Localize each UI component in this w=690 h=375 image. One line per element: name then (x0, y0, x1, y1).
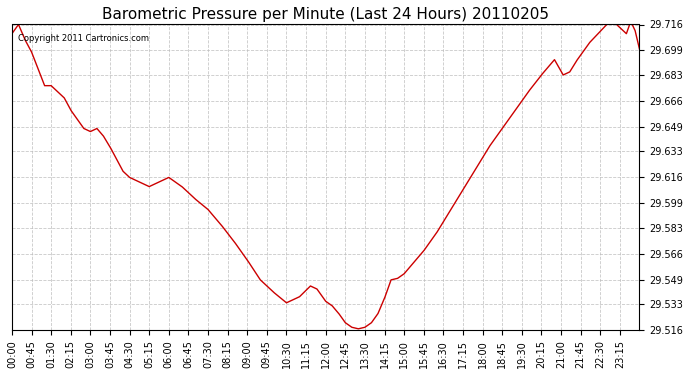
Title: Barometric Pressure per Minute (Last 24 Hours) 20110205: Barometric Pressure per Minute (Last 24 … (102, 7, 549, 22)
Text: Copyright 2011 Cartronics.com: Copyright 2011 Cartronics.com (18, 34, 149, 43)
